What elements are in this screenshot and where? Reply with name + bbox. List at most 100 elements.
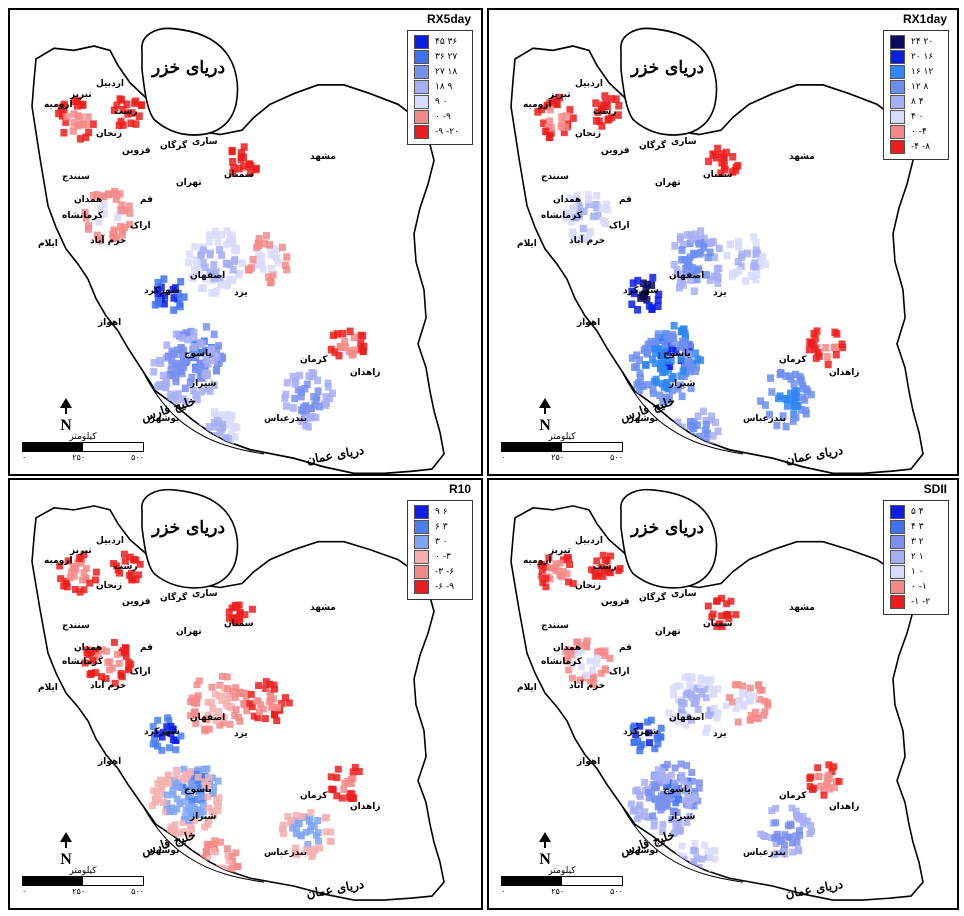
trend-cell: [671, 764, 679, 772]
trend-cell: [538, 572, 546, 580]
trend-cell: [150, 368, 158, 376]
legend-item: -۱ -۲: [890, 594, 944, 609]
trend-cell: [192, 719, 200, 727]
trend-cell: [575, 203, 583, 212]
iran-map-svg: [31, 488, 445, 901]
trend-cell: [644, 280, 652, 289]
trend-cell: [672, 799, 680, 807]
trend-cell: [669, 715, 677, 723]
legend-item: ۴ ۳: [890, 519, 944, 534]
trend-cell: [204, 793, 212, 801]
trend-cell: [744, 249, 752, 258]
trend-cell: [160, 728, 167, 736]
legend-label: ۰ -۴: [911, 126, 927, 137]
trend-cell: [808, 339, 816, 348]
trend-cell: [672, 823, 680, 831]
north-label: N: [539, 851, 551, 866]
trend-cell: [772, 819, 780, 827]
trend-cell: [758, 686, 766, 694]
trend-cell: [593, 192, 601, 200]
trend-cell: [713, 714, 721, 722]
trend-cell: [329, 786, 337, 794]
trend-cell: [163, 341, 171, 349]
trend-cell: [669, 685, 677, 693]
trend-cell: [219, 719, 227, 727]
trend-cell: [599, 572, 607, 580]
trend-cell: [213, 366, 221, 374]
trend-cell: [776, 838, 784, 846]
trend-cell: [713, 622, 721, 630]
trend-cell: [229, 687, 237, 695]
trend-cell: [634, 737, 642, 745]
trend-cell: [235, 164, 243, 173]
trend-cell: [539, 579, 547, 587]
city-label: شهرکرد: [144, 726, 180, 737]
trend-cell: [690, 846, 697, 854]
trend-cell: [171, 781, 179, 789]
trend-cell: [692, 694, 700, 702]
trend-cell: [62, 118, 70, 126]
trend-cell: [232, 706, 240, 714]
trend-cell: [542, 575, 550, 583]
map-panel-r10: R10 ۹ ۶ ۶ ۳ ۳ ۰ ۰ -۳ -۳ -۶ -۶ -۹ دریای خزر تبریز…: [8, 478, 483, 910]
trend-cell: [668, 344, 676, 353]
trend-cell: [688, 263, 696, 272]
trend-cell: [199, 445, 207, 453]
trend-cell: [262, 685, 270, 693]
city-label: تبریز: [549, 89, 571, 100]
city-label: اردبیل: [575, 535, 603, 546]
legend-item: ۰ -۹: [414, 109, 468, 124]
trend-cell: [292, 811, 300, 819]
trend-cell: [292, 844, 300, 852]
trend-cell: [359, 347, 367, 356]
trend-cell: [118, 201, 126, 209]
trend-cell: [558, 113, 566, 121]
trend-cell: [247, 690, 255, 698]
trend-cell: [675, 868, 683, 876]
trend-cell: [188, 796, 196, 804]
trend-cell: [573, 191, 581, 200]
trend-cell: [676, 827, 684, 835]
trend-cell: [702, 420, 710, 429]
city-label: سمنان: [703, 169, 733, 180]
trend-cell: [218, 697, 226, 705]
trend-cell: [585, 195, 593, 204]
trend-cell: [210, 274, 218, 283]
trend-cell: [584, 191, 592, 199]
legend-label: ۱۶ ۱۲: [911, 66, 934, 77]
trend-cell: [211, 422, 219, 431]
city-label: یزد: [713, 288, 727, 299]
trend-cell: [644, 340, 652, 349]
trend-cell: [811, 334, 819, 343]
trend-cell: [718, 150, 725, 158]
trend-cell: [795, 827, 803, 835]
scale-tick: ۵۰۰: [610, 453, 623, 462]
trend-cell: [681, 330, 689, 338]
legend-swatch: [890, 534, 905, 549]
legend-swatch: [890, 109, 905, 124]
city-label: خرم آباد: [90, 236, 127, 247]
trend-cell: [762, 260, 769, 268]
legend-item: ۶ ۳: [414, 519, 468, 534]
caspian-sea: [141, 488, 239, 589]
legend-label: ۰ -۱: [911, 581, 927, 592]
trend-cell: [334, 765, 342, 773]
trend-cell: [636, 369, 644, 378]
trend-cell: [824, 360, 832, 369]
trend-cell: [240, 143, 248, 151]
trend-cell: [680, 852, 688, 860]
trend-cell: [228, 231, 236, 239]
trend-cell: [690, 287, 698, 295]
trend-cell: [215, 708, 223, 716]
trend-cell: [654, 740, 662, 748]
trend-cell: [682, 350, 689, 358]
trend-cell: [205, 774, 212, 782]
trend-cell: [172, 360, 179, 368]
city-label: کرمان: [779, 790, 807, 801]
trend-cell: [60, 100, 68, 109]
trend-cell: [799, 812, 807, 820]
legend-swatch: [890, 579, 905, 594]
trend-cell: [240, 162, 248, 171]
trend-cell: [710, 704, 718, 712]
trend-cell: [217, 448, 225, 456]
